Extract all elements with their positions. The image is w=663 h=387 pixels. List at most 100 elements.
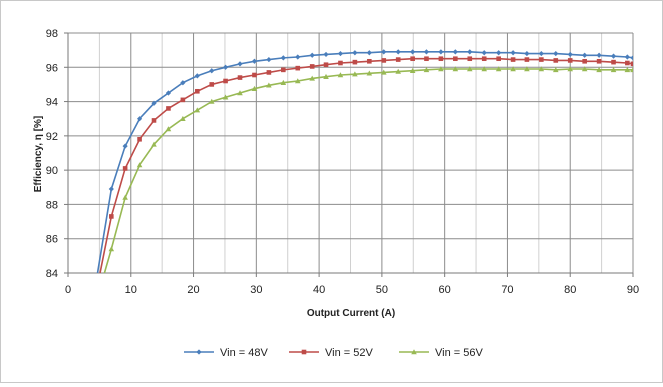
data-point-vin-48v <box>438 49 444 55</box>
x-tick-label: 50 <box>376 284 388 296</box>
data-point-vin-48v <box>309 52 315 58</box>
legend-item-vin-56v: Vin = 56V <box>399 347 483 359</box>
data-point-vin-52v <box>453 56 458 62</box>
data-point-vin-52v <box>281 67 286 73</box>
legend-item-vin-52v: Vin = 52V <box>289 347 373 359</box>
data-point-vin-56v <box>136 162 143 168</box>
data-point-vin-52v <box>596 58 602 64</box>
data-point-vin-48v <box>266 56 272 63</box>
x-tick-label: 30 <box>250 284 262 296</box>
data-point-vin-52v <box>467 56 473 62</box>
legend: Vin = 48V Vin = 52V Vin = 56V <box>184 347 483 359</box>
y-axis-title: Efficiency, η [%] <box>33 116 44 193</box>
data-point-vin-48v <box>452 49 458 55</box>
data-point-vin-52v <box>166 106 171 111</box>
data-point-vin-56v <box>567 66 574 72</box>
data-point-vin-52v <box>309 64 315 69</box>
legend-item-vin-48v: Vin = 48V <box>184 347 268 359</box>
data-point-vin-56v <box>438 66 444 72</box>
legend-marker-vin-52v <box>301 349 307 355</box>
series <box>96 49 633 273</box>
x-tick-label: 10 <box>125 284 137 296</box>
grid <box>68 32 634 273</box>
legend-label-vin-56v: Vin = 56V <box>435 347 483 359</box>
data-point-vin-52v <box>553 58 559 63</box>
data-point-vin-48v <box>108 186 114 192</box>
data-point-vin-56v <box>108 246 115 252</box>
data-point-vin-56v <box>194 107 201 113</box>
y-tick-label: 92 <box>46 131 58 143</box>
data-point-vin-48v <box>209 68 215 74</box>
data-point-vin-56v <box>452 66 459 72</box>
data-point-vin-48v <box>151 100 157 106</box>
data-point-vin-56v <box>323 73 329 79</box>
data-point-vin-52v <box>151 118 157 123</box>
data-point-vin-48v <box>237 61 243 67</box>
x-tick-label: 70 <box>501 284 513 296</box>
data-point-vin-56v <box>395 68 402 74</box>
data-point-vin-56v <box>294 78 301 84</box>
data-point-vin-48v <box>496 50 502 56</box>
data-point-vin-56v <box>237 90 243 96</box>
series-vin-56v <box>103 66 633 273</box>
legend-marker-vin-56v <box>411 349 417 355</box>
series-group <box>96 49 633 273</box>
data-point-vin-48v <box>280 55 286 61</box>
data-point-vin-56v <box>165 126 172 132</box>
data-point-vin-56v <box>208 98 215 104</box>
data-point-vin-52v <box>539 57 544 62</box>
data-point-vin-48v <box>553 50 559 57</box>
data-point-vin-48v <box>194 73 200 79</box>
data-point-vin-56v <box>309 75 316 81</box>
data-point-vin-48v <box>582 52 588 58</box>
y-tick-label: 86 <box>46 234 58 246</box>
data-point-vin-56v <box>581 66 588 72</box>
data-point-vin-56v <box>266 82 272 88</box>
data-point-vin-52v <box>567 58 573 63</box>
data-point-vin-48v <box>538 50 544 57</box>
x-tick-label: 90 <box>627 284 639 296</box>
data-point-vin-48v <box>567 51 573 58</box>
legend-label-vin-52v: Vin = 52V <box>325 347 373 359</box>
y-tick-label: 84 <box>46 268 58 280</box>
data-point-vin-52v <box>338 60 343 66</box>
data-point-vin-48v <box>481 50 487 56</box>
series-vin-52v <box>99 56 633 273</box>
axes <box>64 32 634 277</box>
x-axis-title: Output Current (A) <box>307 308 395 319</box>
data-point-vin-56v <box>630 67 633 73</box>
legend-marker-vin-48v <box>196 349 202 355</box>
data-point-vin-52v <box>424 56 429 62</box>
data-point-vin-56v <box>337 72 344 78</box>
data-point-vin-52v <box>252 72 257 78</box>
data-point-vin-52v <box>352 59 358 65</box>
data-point-vin-56v <box>251 85 258 91</box>
data-point-vin-52v <box>137 136 142 142</box>
data-point-vin-48v <box>352 50 358 56</box>
data-point-vin-52v <box>381 58 387 63</box>
data-point-vin-52v <box>395 57 401 62</box>
data-point-vin-52v <box>438 56 444 62</box>
data-point-vin-52v <box>410 56 415 62</box>
data-point-vin-52v <box>367 58 372 64</box>
data-point-vin-52v <box>510 57 516 62</box>
data-point-vin-52v <box>266 70 272 75</box>
data-point-vin-56v <box>466 66 473 72</box>
data-point-vin-56v <box>222 94 229 100</box>
data-point-vin-56v <box>524 66 530 72</box>
data-point-vin-56v <box>151 141 157 147</box>
data-point-vin-52v <box>180 97 186 103</box>
data-point-vin-52v <box>496 56 501 62</box>
x-tick-label: 20 <box>187 284 199 296</box>
data-point-vin-48v <box>410 49 416 55</box>
data-point-vin-52v <box>323 62 329 68</box>
x-tick-label: 0 <box>65 284 71 296</box>
y-tick-label: 88 <box>46 199 58 211</box>
data-point-vin-52v <box>524 57 530 62</box>
data-point-vin-56v <box>280 79 287 85</box>
x-tick-label: 60 <box>439 284 451 296</box>
data-point-vin-48v <box>467 49 473 55</box>
data-point-vin-52v <box>630 61 633 67</box>
data-point-vin-48v <box>510 50 516 56</box>
